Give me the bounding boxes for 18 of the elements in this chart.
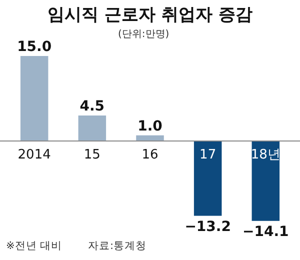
bar <box>78 116 106 141</box>
data-label: −13.2 <box>184 218 231 235</box>
bar <box>252 141 280 221</box>
x-tick-label: 17 <box>200 148 216 162</box>
x-tick-label: 15 <box>84 148 100 162</box>
data-label: 1.0 <box>138 118 163 134</box>
data-label: 4.5 <box>80 98 105 114</box>
x-tick-label: 16 <box>142 148 158 162</box>
data-label: 15.0 <box>17 39 52 55</box>
x-tick-label: 2014 <box>18 148 51 162</box>
text: ※전년 대비 <box>6 240 62 252</box>
bar <box>20 56 48 141</box>
chart-title: 임시직 근로자 취업자 증감 <box>48 5 252 25</box>
x-tick-label: 18년 <box>250 148 280 162</box>
bar <box>194 141 222 216</box>
data-label: −14.1 <box>242 224 289 240</box>
text: 자료:통계청 <box>88 240 147 252</box>
chart-subtitle: (단위:만명) <box>118 29 170 40</box>
